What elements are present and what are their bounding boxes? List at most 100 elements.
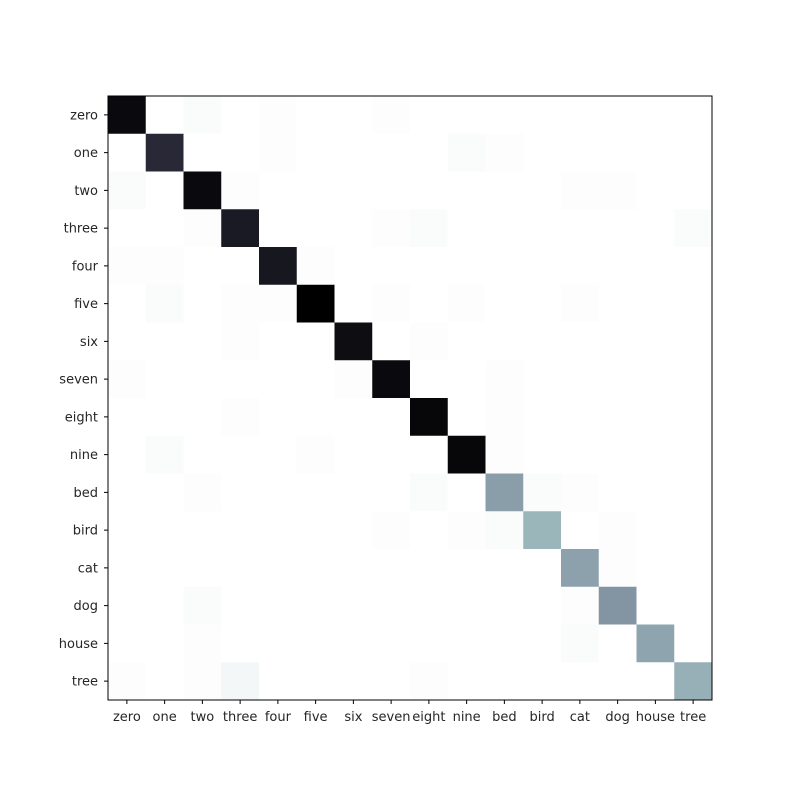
heatmap-cell-cat-eight <box>410 549 449 588</box>
heatmap-cell-bird-five <box>296 511 335 550</box>
heatmap-cell-tree-zero <box>108 662 147 701</box>
y-tick-label-six: six <box>80 335 98 350</box>
heatmap-cell-house-one <box>145 624 184 663</box>
heatmap-cell-four-house <box>636 247 675 286</box>
heatmap-cell-two-two <box>183 171 222 210</box>
heatmap-cell-five-cat <box>561 284 600 323</box>
heatmap-cell-three-four <box>259 209 298 248</box>
heatmap-cell-tree-four <box>259 662 298 701</box>
heatmap-cell-eight-bird <box>523 398 562 437</box>
heatmap-cell-nine-eight <box>410 435 449 474</box>
heatmap-cell-eight-tree <box>674 398 713 437</box>
heatmap-cell-bird-cat <box>561 511 600 550</box>
heatmap-cell-six-eight <box>410 322 449 361</box>
heatmap-cell-dog-tree <box>674 586 713 625</box>
heatmap-cell-house-seven <box>372 624 411 663</box>
heatmap-cell-nine-dog <box>598 435 637 474</box>
heatmap-cell-three-six <box>334 209 373 248</box>
heatmap-cell-zero-tree <box>674 96 713 135</box>
x-tick-label-house: house <box>636 710 675 725</box>
heatmap-cell-six-tree <box>674 322 713 361</box>
heatmap-cell-bed-bird <box>523 473 562 512</box>
y-tick-label-zero: zero <box>70 108 98 123</box>
heatmap-cell-seven-eight <box>410 360 449 399</box>
heatmap-cell-eight-nine <box>447 398 486 437</box>
heatmap-cell-bird-zero <box>108 511 147 550</box>
x-tick-label-zero: zero <box>113 710 141 725</box>
heatmap-cell-four-two <box>183 247 222 286</box>
heatmap-cell-zero-nine <box>447 96 486 135</box>
heatmap-cell-house-nine <box>447 624 486 663</box>
heatmap-cell-dog-three <box>221 586 260 625</box>
x-tick-label-six: six <box>344 710 362 725</box>
heatmap-cell-seven-bird <box>523 360 562 399</box>
x-tick-label-one: one <box>153 710 177 725</box>
heatmap-cell-dog-house <box>636 586 675 625</box>
heatmap-cell-eight-seven <box>372 398 411 437</box>
heatmap-cell-bird-house <box>636 511 675 550</box>
heatmap-cell-zero-two <box>183 96 222 135</box>
heatmap-cell-five-four <box>259 284 298 323</box>
heatmap-cell-house-four <box>259 624 298 663</box>
heatmap-cell-house-house <box>636 624 675 663</box>
heatmap-cell-dog-eight <box>410 586 449 625</box>
heatmap-cell-two-six <box>334 171 373 210</box>
y-axis-ticks: zero one two three four five six seven eight nine… <box>59 108 108 690</box>
heatmap-cell-zero-house <box>636 96 675 135</box>
heatmap-cell-nine-one <box>145 435 184 474</box>
heatmap-cell-seven-one <box>145 360 184 399</box>
heatmap-cell-nine-zero <box>108 435 147 474</box>
heatmap-cell-dog-two <box>183 586 222 625</box>
x-tick-label-two: two <box>191 710 215 725</box>
heatmap-cell-six-five <box>296 322 335 361</box>
heatmap-cell-five-nine <box>447 284 486 323</box>
heatmap-cell-tree-bird <box>523 662 562 701</box>
heatmap-cell-tree-house <box>636 662 675 701</box>
heatmap-cell-bird-three <box>221 511 260 550</box>
heatmap-cell-three-tree <box>674 209 713 248</box>
heatmap-cell-cat-two <box>183 549 222 588</box>
heatmap-cell-five-three <box>221 284 260 323</box>
heatmap-cell-nine-tree <box>674 435 713 474</box>
heatmap-cell-three-dog <box>598 209 637 248</box>
heatmap-cell-six-dog <box>598 322 637 361</box>
heatmap-cell-eight-three <box>221 398 260 437</box>
heatmap-cell-two-bed <box>485 171 524 210</box>
heatmap-cell-tree-one <box>145 662 184 701</box>
heatmap-cell-seven-cat <box>561 360 600 399</box>
heatmap-cell-two-eight <box>410 171 449 210</box>
heatmap-cell-one-cat <box>561 133 600 172</box>
heatmap-cell-five-tree <box>674 284 713 323</box>
heatmap-cell-two-seven <box>372 171 411 210</box>
heatmap-cell-bird-one <box>145 511 184 550</box>
heatmap-cell-bed-cat <box>561 473 600 512</box>
x-tick-label-seven: seven <box>372 710 411 725</box>
heatmap-cell-seven-seven <box>372 360 411 399</box>
heatmap-cell-three-nine <box>447 209 486 248</box>
heatmap-cell-tree-bed <box>485 662 524 701</box>
heatmap-cell-one-five <box>296 133 335 172</box>
heatmap-cell-seven-nine <box>447 360 486 399</box>
plot-frame <box>107 95 713 701</box>
heatmap-cell-three-cat <box>561 209 600 248</box>
heatmap-cell-nine-six <box>334 435 373 474</box>
heatmap-cell-one-three <box>221 133 260 172</box>
heatmap-cell-dog-cat <box>561 586 600 625</box>
heatmap-cell-tree-seven <box>372 662 411 701</box>
heatmap-cell-zero-three <box>221 96 260 135</box>
heatmap-cell-two-four <box>259 171 298 210</box>
heatmap-cell-nine-seven <box>372 435 411 474</box>
heatmap-cell-zero-seven <box>372 96 411 135</box>
heatmap-cell-four-six <box>334 247 373 286</box>
x-tick-label-nine: nine <box>453 710 481 725</box>
heatmap-cell-two-one <box>145 171 184 210</box>
heatmap-cell-bed-five <box>296 473 335 512</box>
heatmap-cell-four-nine <box>447 247 486 286</box>
heatmap-cell-zero-bed <box>485 96 524 135</box>
heatmap-cell-bird-four <box>259 511 298 550</box>
heatmap-cell-tree-nine <box>447 662 486 701</box>
heatmap-cell-zero-bird <box>523 96 562 135</box>
heatmap-cells <box>108 96 713 701</box>
heatmap-cell-eight-cat <box>561 398 600 437</box>
